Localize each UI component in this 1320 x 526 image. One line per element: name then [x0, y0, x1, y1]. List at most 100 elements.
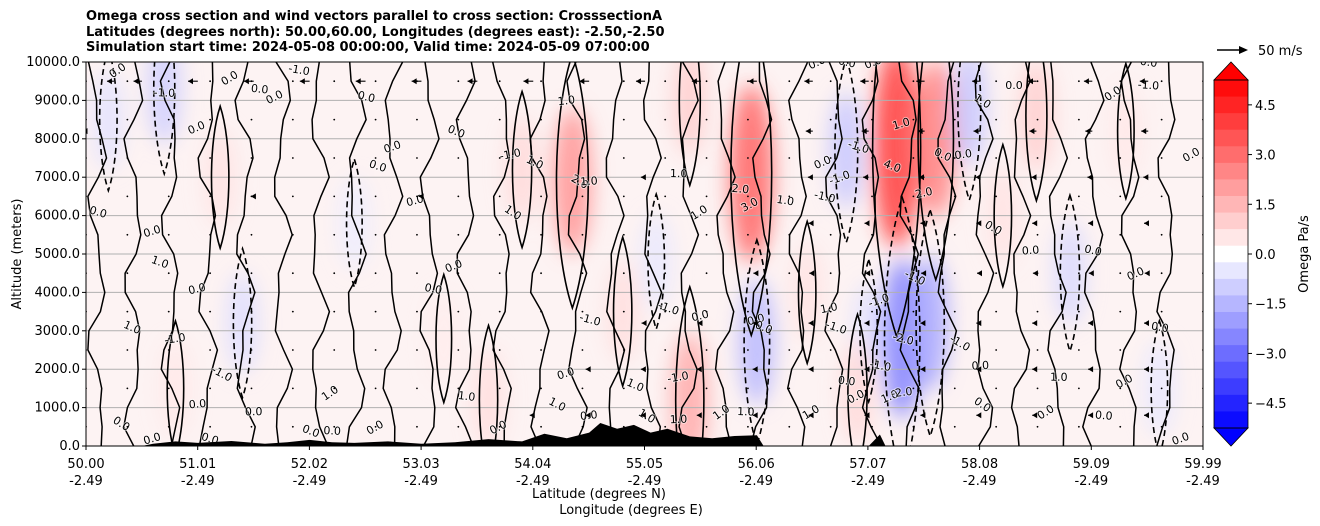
wind-vector-dot	[416, 387, 418, 390]
wind-vector-dot	[747, 157, 749, 159]
wind-vector-dot	[126, 233, 129, 236]
wind-vector-dot	[664, 157, 667, 159]
zero-contour	[419, 62, 440, 446]
wind-vector-dot	[664, 233, 667, 236]
omega-contour	[435, 271, 453, 406]
wind-vector-dot	[1119, 425, 1122, 428]
wind-vector-dot	[126, 80, 129, 83]
wind-vector-head	[752, 320, 758, 327]
contour-label: 1.0	[670, 167, 688, 180]
wind-vector-dot	[498, 118, 501, 121]
wind-vector-dot	[1119, 233, 1122, 236]
wind-vector-dot	[871, 80, 873, 83]
wind-vector-dot	[581, 310, 584, 313]
wind-vector-dot	[209, 310, 212, 313]
wind-vector-head	[976, 320, 982, 327]
wind-vector-dot	[416, 272, 418, 275]
wind-vector-head	[864, 366, 870, 373]
x-tick-label-lat: 57.07	[849, 457, 886, 472]
wind-vector-dot	[829, 272, 832, 275]
wind-vector-head	[696, 366, 702, 373]
wind-vector-dot	[333, 272, 336, 275]
wind-vector-dot	[953, 425, 956, 428]
wind-vector-dot	[953, 272, 956, 275]
wind-vector-dot	[1077, 118, 1080, 121]
zero-contour	[1082, 62, 1105, 446]
contour-label: 1.0	[149, 253, 170, 271]
wind-vector-head	[640, 366, 646, 373]
wind-vector-dot	[622, 195, 625, 198]
wind-vector-dot	[540, 233, 542, 236]
wind-vector-dot	[540, 157, 542, 159]
wind-vector-dot	[1160, 310, 1163, 313]
wind-vector-dot	[1119, 195, 1122, 198]
omega-contour	[647, 191, 666, 332]
x-tick-label-lat: 55.05	[626, 457, 663, 472]
contour-label: 0.0	[971, 359, 989, 373]
wind-vector-dot	[953, 310, 956, 313]
wind-vector-head	[976, 366, 982, 373]
wind-vector-head	[860, 78, 866, 85]
wind-vector-dot	[416, 349, 418, 351]
contour-label: -1.0	[869, 357, 892, 374]
contour-label: 1.0	[557, 93, 576, 108]
wind-vector-dot	[1119, 80, 1122, 83]
wind-vector-head	[1088, 220, 1094, 227]
colorbar-band	[1214, 113, 1248, 131]
wind-vector-head	[975, 174, 981, 181]
wind-vector-dot	[1160, 425, 1163, 428]
x-tick-label-lon: -2.49	[963, 474, 997, 489]
wind-vector-dot	[540, 425, 542, 428]
wind-vector-dot	[912, 425, 915, 428]
wind-vector-head	[1032, 412, 1038, 419]
wind-vector-head	[250, 193, 256, 200]
x-tick-label-lon: -2.49	[851, 474, 885, 489]
wind-vector-dot	[457, 157, 460, 159]
wind-vector-head	[976, 412, 982, 419]
wind-vector-head	[972, 78, 978, 85]
wind-vector-dot	[250, 118, 253, 121]
omega-contour	[678, 62, 702, 188]
contour-label: -1.0	[163, 331, 186, 347]
x-tick-label-lon: -2.49	[69, 474, 103, 489]
wind-vector-dot	[540, 272, 542, 275]
zero-contour	[566, 62, 588, 446]
wind-vector-dot	[498, 310, 501, 313]
zero-contour	[1010, 62, 1032, 446]
wind-vector-dot	[167, 80, 170, 83]
wind-vector-dot	[1160, 195, 1163, 198]
contour-label: 1.0	[891, 115, 911, 132]
wind-vector-dot	[788, 310, 791, 313]
wind-vector-dot	[829, 349, 832, 351]
wind-vector-dot	[953, 233, 956, 236]
wind-vector-dot	[581, 233, 584, 236]
wind-vector-head	[918, 174, 924, 181]
wind-vector-head	[920, 220, 926, 227]
wind-vector-head	[752, 412, 758, 419]
wind-vector-dot	[871, 425, 873, 428]
wind-vector-dot	[209, 349, 212, 351]
wind-vector-dot	[333, 80, 336, 83]
contour-label: 0.0	[1083, 242, 1103, 259]
contour-label: -1.0	[666, 369, 689, 386]
wind-vector-dot	[622, 157, 625, 159]
wind-vector-head	[920, 320, 926, 327]
wind-vector-head	[691, 78, 697, 85]
wind-vector-dot	[871, 387, 873, 390]
wind-vector-dot	[829, 425, 832, 428]
wind-vector-dot	[167, 118, 170, 121]
colorbar-band	[1214, 129, 1248, 147]
wind-vector-dot	[705, 118, 708, 121]
wind-vector-dot	[291, 80, 294, 83]
y-tick-label: 8000.0	[35, 132, 81, 147]
contour-label: 1.0	[819, 300, 839, 316]
omega-cell	[673, 62, 707, 156]
wind-vector-dot	[498, 387, 501, 390]
zero-contour	[382, 62, 404, 446]
wind-vector-dot	[1160, 349, 1163, 351]
wind-vector-head	[808, 220, 814, 227]
wind-vector-dot	[167, 387, 170, 390]
x-tick-label-lon: -2.49	[404, 474, 438, 489]
wind-vector-head	[807, 174, 813, 181]
colorbar-tick-label: 4.5	[1255, 99, 1276, 114]
